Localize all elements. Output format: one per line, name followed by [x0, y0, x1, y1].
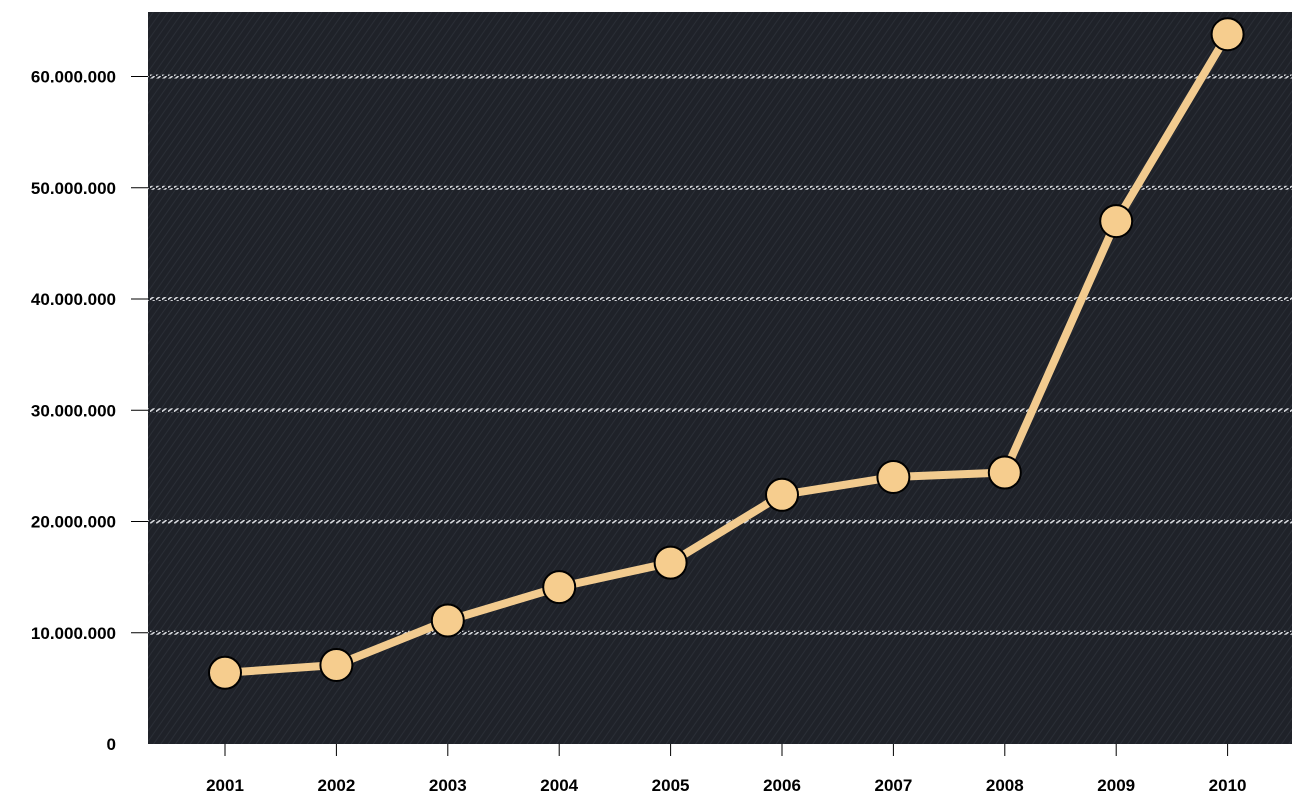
x-tick-label: 2008	[986, 776, 1024, 795]
y-tick-label: 10.000.000	[31, 624, 116, 643]
x-tick-label: 2006	[763, 776, 801, 795]
x-tick-label: 2004	[540, 776, 578, 795]
y-tick-label: 30.000.000	[31, 401, 116, 420]
y-tick-label: 0	[107, 735, 116, 754]
data-point-2010	[1210, 17, 1245, 52]
gridline	[148, 74, 1292, 79]
data-point-2009	[1099, 204, 1134, 239]
gridline	[148, 519, 1292, 524]
data-point-2007	[876, 460, 911, 495]
y-axis: 0 10.000.000 20.000.000 30.000.000 40.000.00…	[31, 68, 148, 754]
data-point-2006	[765, 477, 799, 512]
y-tick-label: 50.000.000	[31, 179, 116, 198]
x-tick-label: 2002	[317, 776, 355, 795]
data-point-2008	[987, 455, 1022, 490]
y-tick-label: 60.000.000	[31, 68, 116, 87]
x-tick-label: 2007	[874, 776, 912, 795]
series-line	[221, 30, 1232, 677]
gridline	[148, 185, 1292, 190]
y-tick-label: 40.000.000	[31, 290, 116, 309]
x-tick-label: 2005	[652, 776, 690, 795]
gridline	[148, 630, 1292, 635]
x-axis: 2001 2002 2003 2004 2005 2006 2007 2008 2009 2010	[206, 744, 1247, 795]
x-tick-label: 2010	[1209, 776, 1247, 795]
data-point-2005	[653, 545, 688, 580]
x-tick-label: 2001	[206, 776, 244, 795]
data-point-2003	[430, 603, 465, 638]
series-markers	[208, 17, 1245, 690]
gridlines	[148, 74, 1292, 635]
gridline	[148, 297, 1292, 302]
data-point-2001	[208, 655, 242, 690]
data-point-2004	[542, 570, 577, 605]
gridline	[148, 408, 1292, 413]
x-tick-label: 2003	[429, 776, 467, 795]
x-tick-label: 2009	[1097, 776, 1135, 795]
y-tick-label: 20.000.000	[31, 513, 116, 532]
series-polyline	[221, 30, 1232, 677]
plot-area	[148, 12, 1292, 744]
data-point-2002	[319, 648, 354, 683]
